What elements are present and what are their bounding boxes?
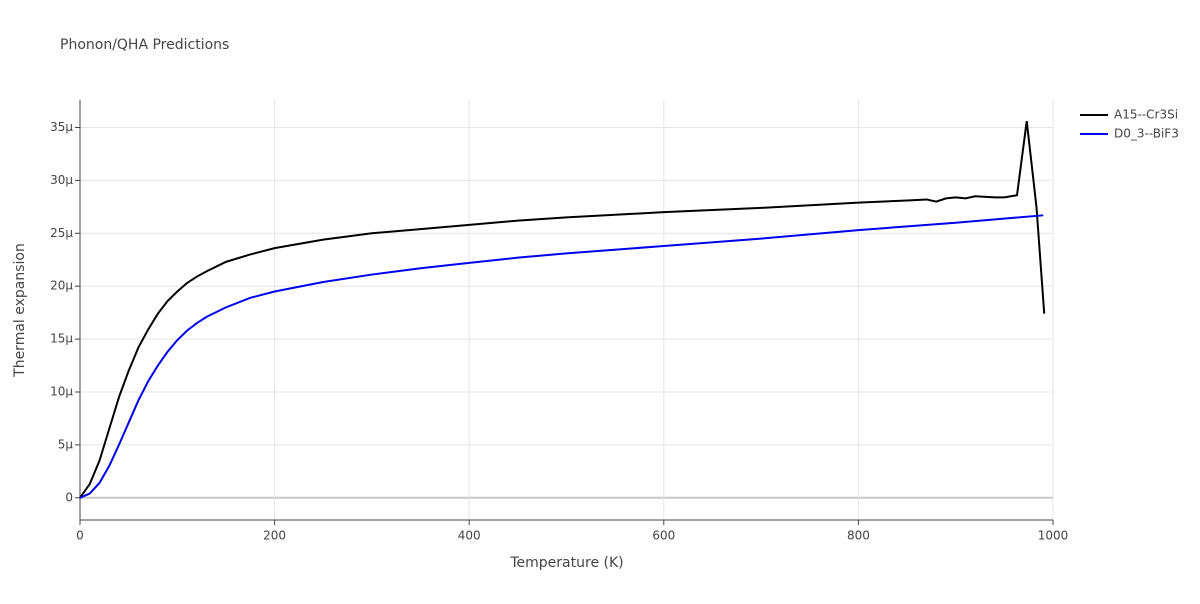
legend-label: D0_3--BiF3 xyxy=(1114,127,1179,141)
y-tick-label: 30μ xyxy=(50,173,73,187)
x-tick-label: 600 xyxy=(652,529,675,543)
y-tick-label: 25μ xyxy=(50,226,73,240)
y-tick-label: 0 xyxy=(65,490,73,504)
y-tick-label: 10μ xyxy=(50,384,73,398)
y-tick-label: 5μ xyxy=(58,437,74,451)
x-tick-label: 400 xyxy=(458,529,481,543)
y-axis-title: Thermal expansion xyxy=(12,243,28,378)
y-tick-label: 15μ xyxy=(50,332,73,346)
y-tick-label: 35μ xyxy=(50,120,73,134)
legend-label: A15--Cr3Si xyxy=(1114,108,1178,122)
x-tick-label: 200 xyxy=(263,529,286,543)
line xyxy=(79,214,1044,499)
line xyxy=(79,121,1046,499)
y-tick-label: 20μ xyxy=(50,279,73,293)
x-tick-label: 0 xyxy=(76,529,84,543)
x-tick-label: 1000 xyxy=(1038,529,1069,543)
x-axis-title: Temperature (K) xyxy=(509,555,623,571)
x-tick-label: 800 xyxy=(847,529,870,543)
chart-title: Phonon/QHA Predictions xyxy=(60,37,229,53)
